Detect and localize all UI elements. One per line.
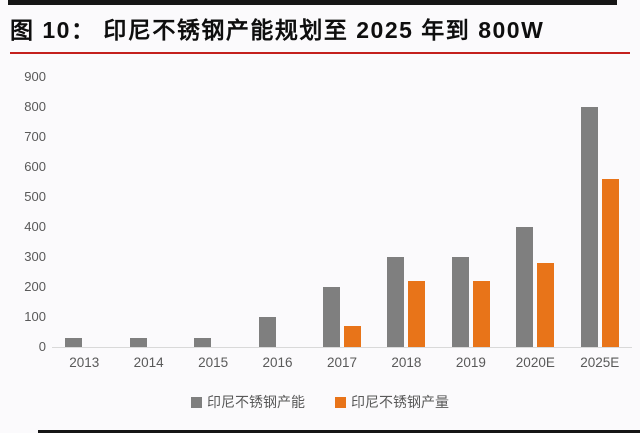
bar-2025E-series0 xyxy=(580,107,598,347)
bar-2017-series0 xyxy=(323,287,340,347)
title-underline xyxy=(10,52,630,54)
chart-legend: 印尼不锈钢产能 印尼不锈钢产量 xyxy=(0,392,640,412)
x-axis-tick-label: 2013 xyxy=(69,355,100,370)
y-axis-tick-label: 400 xyxy=(24,219,46,234)
y-axis-tick-label: 0 xyxy=(38,339,46,354)
top-divider xyxy=(8,0,617,5)
x-axis-tick-label: 2025E xyxy=(580,355,620,370)
y-axis-tick-label: 300 xyxy=(24,249,46,264)
x-axis-tick-label: 2020E xyxy=(515,355,555,370)
bar-2013-series0 xyxy=(65,338,83,347)
bar-2017-series1 xyxy=(344,326,361,347)
legend-label: 印尼不锈钢产能 xyxy=(207,394,305,410)
legend-swatch-icon xyxy=(191,396,202,408)
legend-item: 印尼不锈钢产量 xyxy=(335,392,449,412)
x-axis-tick-label: 2015 xyxy=(198,355,229,370)
figure-title: 图 10： 印尼不锈钢产能规划至 2025 年到 800W xyxy=(10,17,545,43)
x-axis-tick-label: 2017 xyxy=(326,355,358,370)
legend-label: 印尼不锈钢产量 xyxy=(351,394,449,410)
legend-item: 印尼不锈钢产能 xyxy=(191,392,305,412)
x-axis-tick-label: 2019 xyxy=(455,355,486,370)
bar-2019-series0 xyxy=(451,257,469,347)
bar-2019-series1 xyxy=(472,281,490,347)
y-axis-tick-label: 600 xyxy=(24,159,46,174)
y-axis-tick-label: 900 xyxy=(24,69,46,84)
bar-2015-series0 xyxy=(194,338,212,347)
y-axis-tick-label: 200 xyxy=(24,279,46,294)
bar-2016-series0 xyxy=(258,317,276,347)
bar-2020E-series1 xyxy=(537,263,555,347)
bar-2018-series1 xyxy=(408,281,426,347)
x-axis-tick-label: 2014 xyxy=(133,355,164,370)
bar-2018-series0 xyxy=(387,257,405,347)
bar-2025E-series1 xyxy=(601,179,619,347)
y-axis-tick-label: 800 xyxy=(24,99,46,114)
y-axis-tick-label: 100 xyxy=(24,309,46,324)
legend-swatch-icon xyxy=(335,396,346,408)
bottom-divider xyxy=(38,430,640,433)
x-axis-tick-label: 2016 xyxy=(262,355,293,370)
x-axis-line xyxy=(52,347,632,348)
bar-2020E-series0 xyxy=(516,227,534,347)
y-axis-tick-label: 700 xyxy=(24,129,46,144)
bar-2014-series0 xyxy=(129,338,147,347)
x-axis-tick-label: 2018 xyxy=(391,355,422,370)
y-axis-tick-label: 500 xyxy=(24,189,46,204)
